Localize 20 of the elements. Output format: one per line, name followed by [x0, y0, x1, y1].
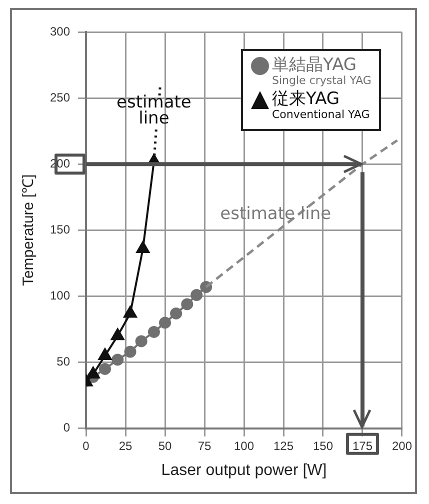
annotation: estimate line [116, 92, 192, 129]
x-tick-label: 150 [312, 438, 334, 453]
legend-label: 従来YAG Conventional YAG [272, 89, 370, 121]
y-axis-title: Temperature [℃] [20, 174, 38, 286]
x-tick-label: 25 [118, 438, 133, 453]
x-tick-label: 100 [234, 438, 254, 453]
y-tick-label: 250 [50, 90, 70, 104]
y-tick-label: 0 [63, 420, 70, 435]
y-tick-label: 150 [50, 222, 70, 237]
x-tick-label: 200 [392, 438, 412, 453]
y-tick-label: 50 [56, 354, 70, 369]
x-tick-label: 125 [273, 438, 294, 453]
y-tick-label: 300 [50, 24, 70, 38]
x-tick-label: 50 [158, 438, 172, 453]
x-tick-label: 175 [352, 438, 373, 453]
x-tick-label: 75 [198, 438, 212, 453]
y-tick-label: 100 [50, 288, 70, 303]
legend-label: 単結晶YAG Single crystal YAG [272, 55, 372, 87]
x-axis-title: Laser output power [W] [161, 462, 327, 479]
x-tick-label: 0 [82, 438, 90, 453]
